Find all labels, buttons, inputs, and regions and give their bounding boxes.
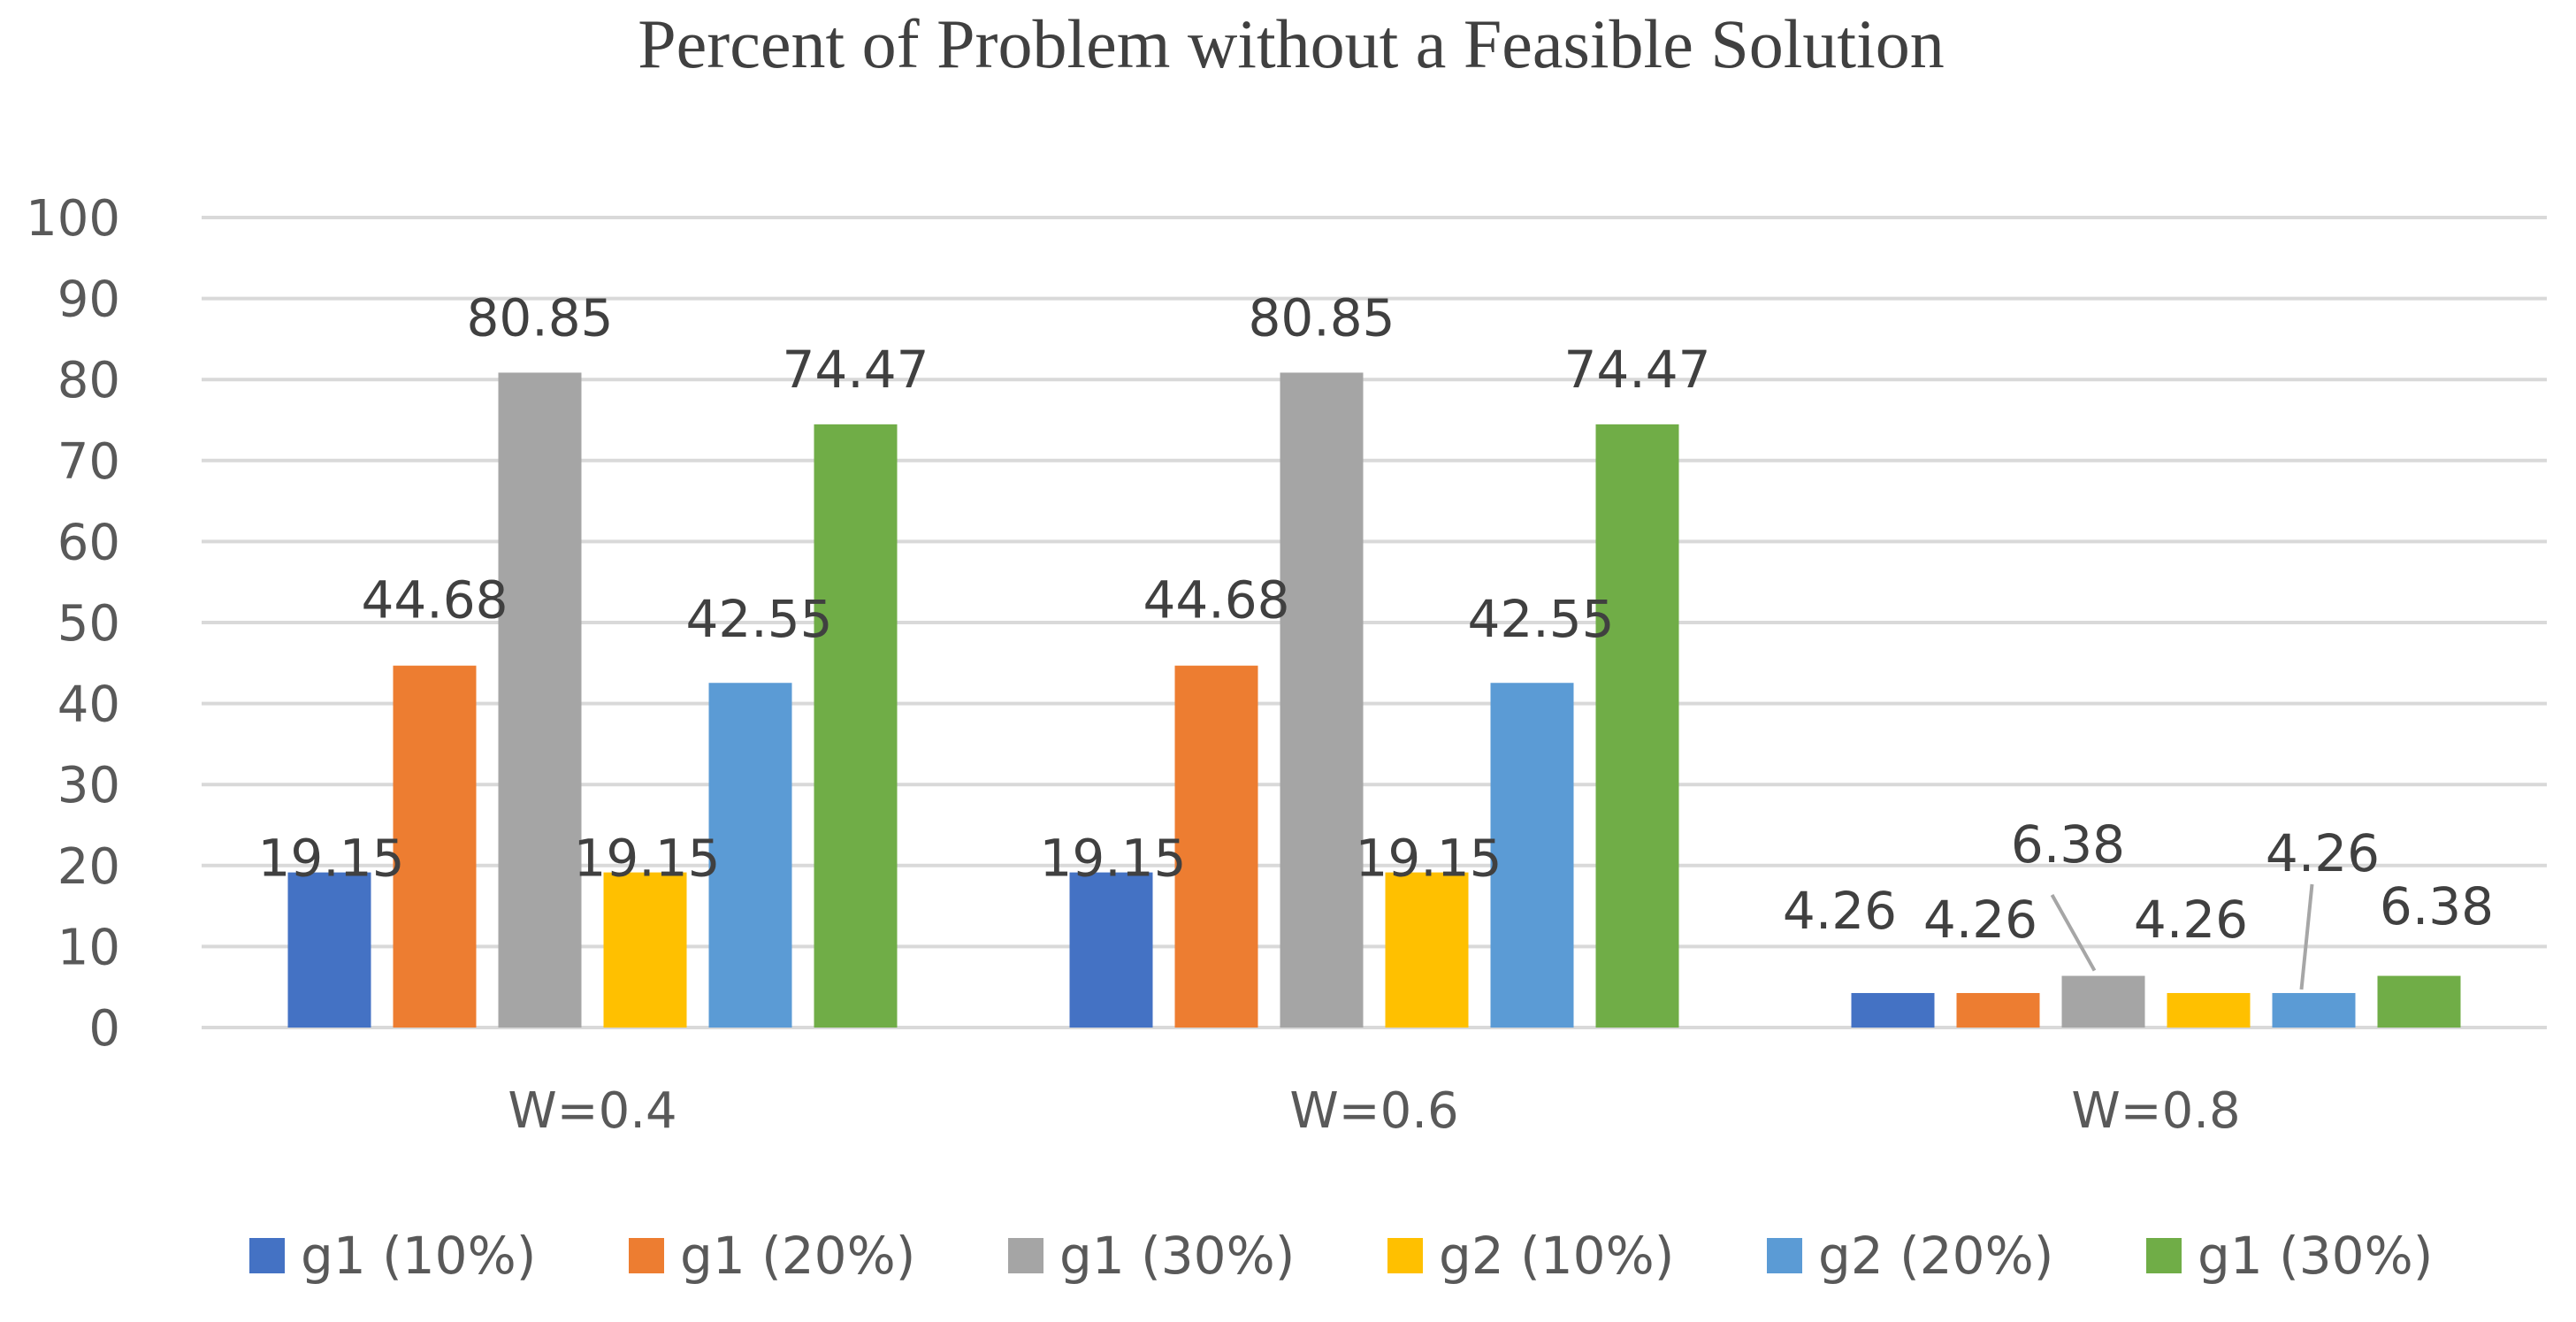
x-axis-categories: W=0.4 W=0.6 W=0.8 (508, 1082, 2240, 1140)
bar (287, 872, 371, 1028)
legend-swatch (1767, 1238, 1802, 1273)
data-label: 80.85 (466, 287, 613, 348)
y-tick-label: 70 (57, 433, 120, 491)
data-label: 74.47 (1563, 340, 1710, 400)
x-category-label: W=0.6 (1289, 1082, 1458, 1140)
bar (603, 872, 687, 1028)
y-tick-label: 100 (26, 190, 120, 248)
data-label: 74.47 (782, 340, 929, 400)
legend-swatch (629, 1238, 664, 1273)
y-tick-label: 10 (57, 919, 120, 976)
legend-swatch (1387, 1238, 1423, 1273)
bar (1851, 992, 1935, 1028)
bars (287, 372, 2461, 1028)
legend-swatch (1008, 1238, 1043, 1273)
label-leader-line (2299, 883, 2314, 990)
gridlines (202, 216, 2547, 1029)
bar (2272, 992, 2356, 1028)
data-label: 19.15 (257, 829, 404, 889)
data-label: 44.68 (361, 570, 508, 630)
legend-swatch (2146, 1238, 2182, 1273)
bar (1490, 683, 1574, 1028)
legend-label: g1 (30%) (2198, 1226, 2433, 1286)
bar (814, 424, 898, 1028)
legend: g1 (10%) g1 (20%) g1 (30%) g2 (10%) g2 (20%)… (249, 1226, 2433, 1286)
label-leader-line (2050, 894, 2097, 972)
data-label: 19.15 (1039, 829, 1186, 889)
x-category-label: W=0.4 (508, 1082, 676, 1140)
bar (393, 665, 477, 1028)
bar (2167, 992, 2251, 1028)
y-tick-label: 90 (57, 271, 120, 329)
y-tick-label: 80 (57, 352, 120, 409)
data-label: 4.26 (2134, 890, 2248, 950)
data-labels: 19.15 44.68 80.85 19.15 42.55 74.47 19.15 44.68… (257, 287, 2494, 990)
data-label: 44.68 (1143, 570, 1289, 630)
y-tick-label: 50 (57, 595, 120, 653)
bar (1595, 424, 1679, 1028)
y-tick-label: 40 (57, 676, 120, 734)
bar (1280, 372, 1364, 1028)
data-label: 4.26 (1783, 881, 1897, 941)
data-label: 6.38 (2380, 876, 2494, 936)
bar (1956, 992, 2040, 1028)
bar (1385, 872, 1469, 1028)
data-label: 80.85 (1248, 287, 1395, 348)
y-axis-ticks: 0 10 20 30 40 50 60 70 80 90 100 (26, 190, 120, 1058)
y-tick-label: 30 (57, 757, 120, 814)
x-category-label: W=0.8 (2071, 1082, 2240, 1140)
y-tick-label: 0 (88, 1000, 120, 1058)
legend-label: g1 (30%) (1059, 1226, 1295, 1286)
data-label: 4.26 (2266, 823, 2380, 883)
bar (1069, 872, 1153, 1028)
legend-label: g2 (10%) (1439, 1226, 1674, 1286)
bar (1174, 665, 1258, 1028)
legend-label: g2 (20%) (1818, 1226, 2053, 1286)
data-label: 6.38 (2011, 814, 2125, 875)
y-tick-label: 20 (57, 838, 120, 896)
data-label: 4.26 (1923, 890, 2037, 950)
bar (498, 372, 582, 1028)
bar (2061, 975, 2145, 1028)
data-label: 19.15 (573, 829, 720, 889)
chart-title: Percent of Problem without a Feasible So… (638, 5, 1944, 82)
legend-swatch (249, 1238, 285, 1273)
y-tick-label: 60 (57, 514, 120, 571)
bar (2377, 975, 2461, 1028)
data-label: 42.55 (1467, 589, 1614, 649)
data-label: 42.55 (685, 589, 832, 649)
data-label: 19.15 (1355, 829, 1502, 889)
legend-label: g1 (10%) (301, 1226, 536, 1286)
legend-label: g1 (20%) (680, 1226, 915, 1286)
bar (708, 683, 792, 1028)
